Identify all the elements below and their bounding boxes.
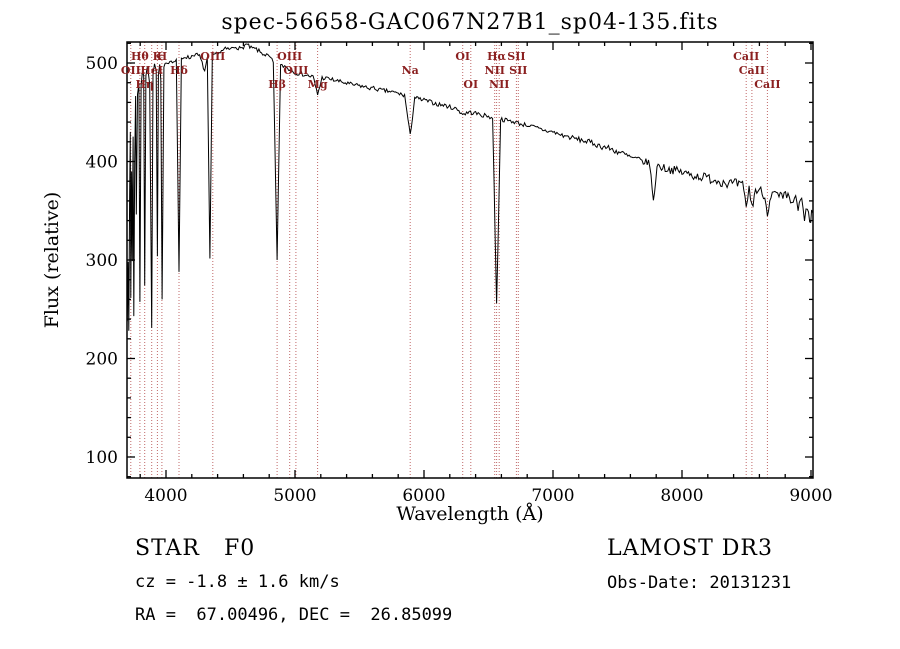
survey-label: LAMOST DR3 bbox=[607, 536, 773, 561]
plot-frame bbox=[126, 41, 814, 479]
line-label: NII bbox=[489, 78, 509, 91]
line-label: OIII bbox=[200, 50, 225, 63]
x-tick-label: 4000 bbox=[144, 486, 187, 506]
line-label: Hη bbox=[136, 78, 154, 91]
x-tick-label: 5000 bbox=[273, 486, 316, 506]
spectrum-trace bbox=[126, 43, 814, 331]
plot-title: spec-56658-GAC067N27B1_sp04-135.fits bbox=[221, 10, 718, 35]
line-label: H bbox=[157, 50, 167, 63]
ra-dec-value: RA = 67.00496, DEC = 26.85099 bbox=[135, 605, 453, 625]
line-label: CaII bbox=[754, 78, 780, 91]
line-label: SII bbox=[509, 64, 527, 77]
line-label: CaII bbox=[733, 50, 759, 63]
line-label: NII bbox=[485, 64, 505, 77]
y-tick-label: 300 bbox=[86, 251, 118, 271]
x-tick-label: 9000 bbox=[789, 486, 832, 506]
line-label: OIII bbox=[283, 64, 308, 77]
line-label: Hδ bbox=[170, 64, 188, 77]
y-tick-label: 400 bbox=[86, 153, 118, 173]
line-label: Hβ bbox=[268, 78, 286, 91]
line-label: OI bbox=[463, 78, 478, 91]
line-label: Hα bbox=[487, 50, 506, 63]
line-label: K bbox=[153, 50, 163, 63]
y-tick-label: 500 bbox=[86, 54, 118, 74]
line-label: Na bbox=[402, 64, 419, 77]
x-tick-label: 7000 bbox=[531, 486, 574, 506]
x-axis-label: Wavelength (Å) bbox=[396, 503, 543, 525]
y-tick-label: 200 bbox=[86, 350, 118, 370]
object-class-label: STAR F0 bbox=[135, 536, 256, 561]
axis-ticks bbox=[127, 42, 813, 478]
line-label: Hθ bbox=[131, 50, 149, 63]
y-axis-label: Flux (relative) bbox=[41, 192, 63, 329]
x-tick-label: 6000 bbox=[402, 486, 445, 506]
obs-date: Obs-Date: 20131231 bbox=[607, 573, 792, 593]
line-label: CaII bbox=[739, 64, 765, 77]
y-tick-label: 100 bbox=[86, 448, 118, 468]
x-tick-label: 8000 bbox=[660, 486, 703, 506]
line-label: OII bbox=[121, 64, 141, 77]
spectral-line-markers bbox=[130, 42, 768, 478]
line-label: OIII bbox=[277, 50, 302, 63]
line-label: HeI bbox=[140, 64, 163, 77]
spectrum-plot: spec-56658-GAC067N27B1_sp04-135.fits 400… bbox=[41, 10, 833, 525]
cz-value: cz = -1.8 ± 1.6 km/s bbox=[135, 572, 340, 592]
line-label: Mg bbox=[308, 78, 328, 91]
line-label: SII bbox=[507, 50, 525, 63]
line-label: OI bbox=[455, 50, 470, 63]
